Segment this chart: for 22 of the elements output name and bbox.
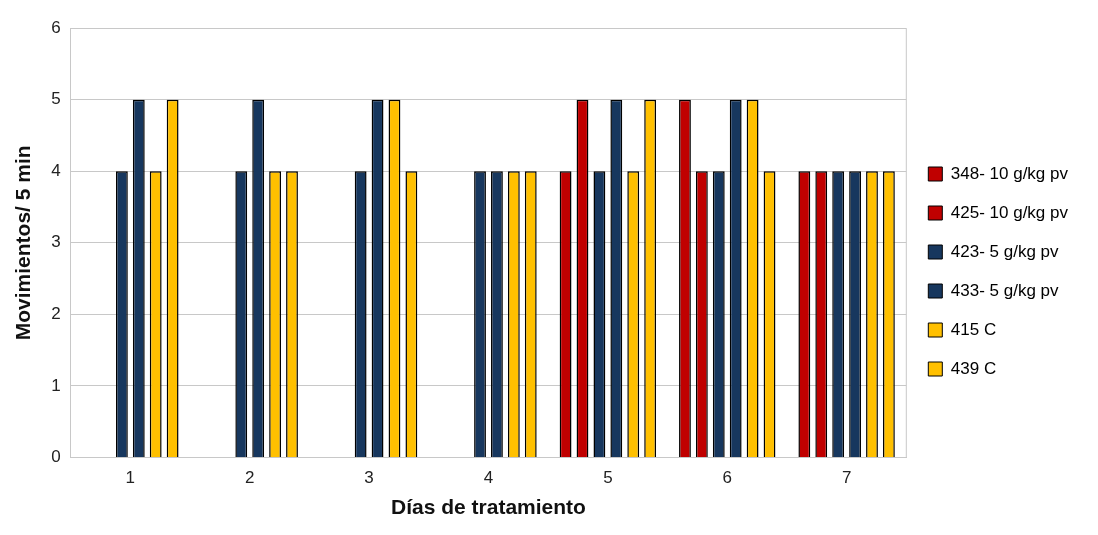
y-tick-label: 6 xyxy=(51,17,61,37)
legend-label: 433- 5 g/kg pv xyxy=(950,280,1060,300)
x-axis-title: Días de tratamiento xyxy=(391,495,586,519)
y-tick-label: 4 xyxy=(51,160,61,180)
x-tick-label: 7 xyxy=(841,468,852,488)
y-tick-label: 1 xyxy=(51,375,61,395)
x-tick-label: 5 xyxy=(603,468,613,488)
x-tick-label: 3 xyxy=(364,468,374,488)
y-tick-label: 0 xyxy=(51,447,61,467)
legend-label: 439 C xyxy=(950,358,997,378)
y-tick-label: 3 xyxy=(51,232,61,252)
legend-label: 415 C xyxy=(950,319,997,339)
y-tick-label: 5 xyxy=(51,89,61,109)
legend-label: 423- 5 g/kg pv xyxy=(950,241,1060,261)
y-tick-label: 2 xyxy=(51,304,61,324)
x-tick-label: 1 xyxy=(125,468,136,488)
x-tick-label: 4 xyxy=(483,468,494,488)
legend-label: 348- 10 g/kg pv xyxy=(950,163,1069,183)
x-tick-label: 2 xyxy=(244,468,255,488)
legend-label: 425- 10 g/kg pv xyxy=(950,202,1069,222)
x-tick-label: 6 xyxy=(722,468,732,488)
y-axis-title: Movimientos/ 5 min xyxy=(11,145,35,341)
